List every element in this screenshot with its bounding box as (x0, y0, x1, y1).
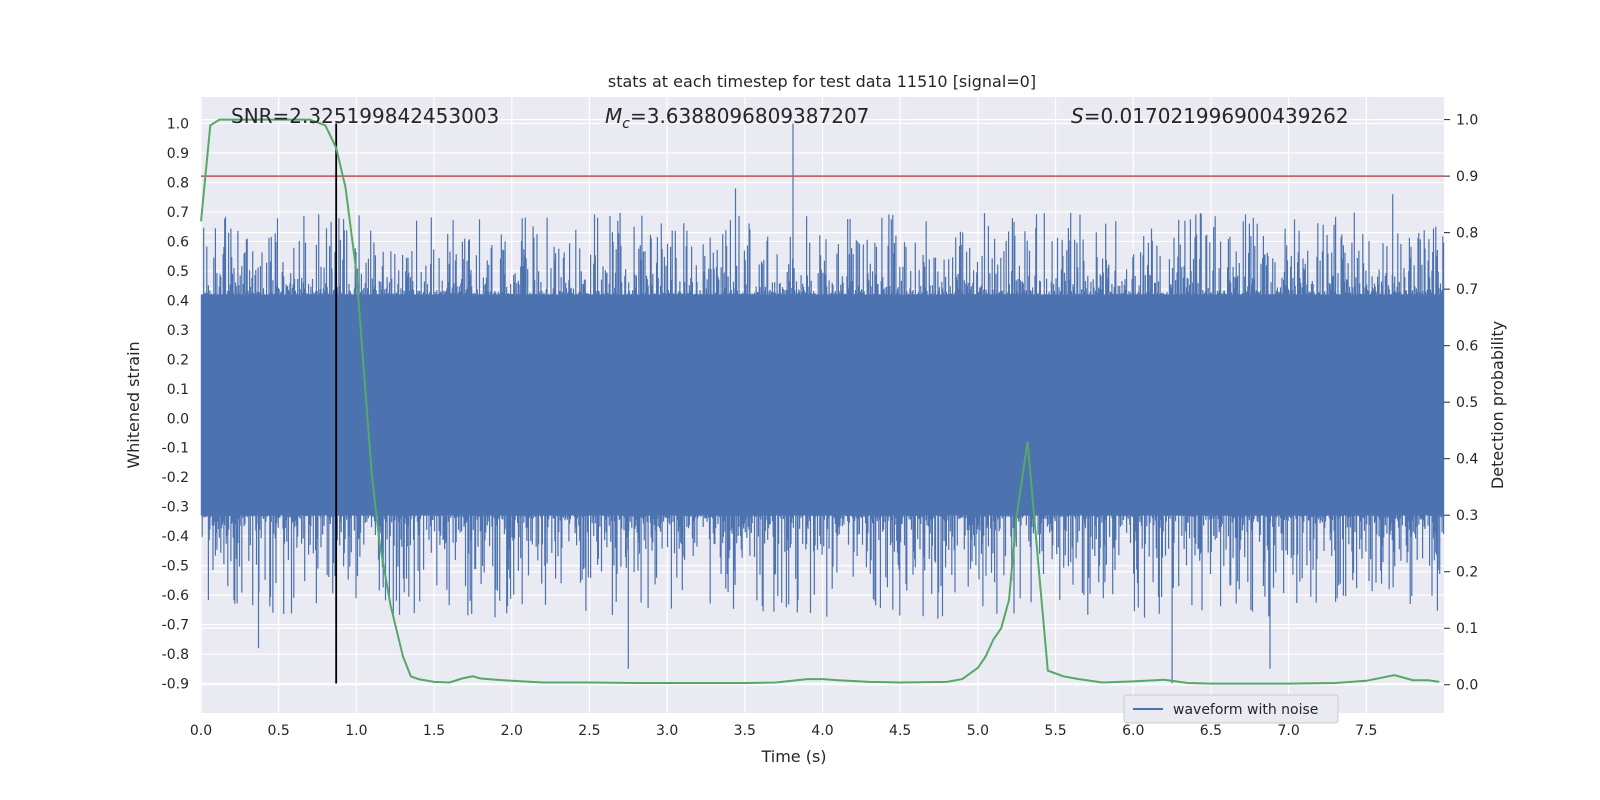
x-tick-label: 6.5 (1200, 723, 1222, 739)
y-left-tick-label: -0.6 (162, 588, 189, 604)
y-left-tick-label: -0.5 (162, 559, 189, 575)
y-left-tick-label: 0.8 (167, 175, 189, 191)
y-left-tick-label: 0.3 (167, 323, 189, 339)
y-left-tick-label: 0.9 (167, 146, 189, 162)
x-tick-label: 7.5 (1355, 723, 1377, 739)
x-tick-label: 2.0 (501, 723, 523, 739)
chirp-mass-subscript: c (622, 116, 630, 132)
legend-box (1123, 694, 1339, 724)
y-left-tick-label: 0.5 (167, 264, 189, 280)
y-left-tick-label: 0.4 (167, 293, 189, 309)
x-tick-label: 4.5 (889, 723, 911, 739)
chart-title: stats at each timestep for test data 115… (608, 72, 1036, 91)
x-tick-label: 0.5 (268, 723, 290, 739)
y-axis-left-label: Whitened strain (124, 341, 143, 468)
x-tick-labels: 0.0 0.5 1.0 1.5 2.0 2.5 3.0 3.5 4.0 4.5 5.0 5.5 6.0 6… (190, 723, 1378, 739)
x-tick-label: 1.5 (423, 723, 445, 739)
x-tick-label: 4.0 (811, 723, 833, 739)
chirp-mass-value: =3.6388096809387207 (630, 104, 869, 128)
y-right-tick-labels: 1.0 0.9 0.8 0.7 0.6 0.5 0.4 0.3 0.2 0.1 0.0 (1444, 113, 1478, 694)
x-axis-label: Time (s) (760, 747, 826, 766)
chirp-mass-annotation: Mc=3.6388096809387207 (605, 104, 869, 132)
y-left-tick-label: 1.0 (167, 117, 189, 133)
x-tick-label: 5.0 (967, 723, 989, 739)
s-symbol: S (1071, 104, 1084, 128)
y-right-tick-label: 0.3 (1456, 508, 1478, 524)
y-right-tick-label: 0.0 (1456, 678, 1478, 694)
y-left-tick-label: 0.0 (167, 411, 189, 427)
y-left-tick-label: -0.7 (162, 618, 189, 634)
x-tick-label: 5.5 (1044, 723, 1066, 739)
waveform-series (200, 123, 1445, 684)
y-left-tick-label: 0.1 (167, 382, 189, 398)
y-left-tick-label: -0.8 (162, 647, 189, 663)
y-axis-right-label: Detection probability (1488, 321, 1507, 489)
legend: waveform with noise (1123, 694, 1339, 724)
y-left-tick-labels: 1.0 0.9 0.8 0.7 0.6 0.5 0.4 0.3 0.2 0.1 0.0 -0.1 -0.… (162, 117, 189, 693)
y-left-tick-label: -0.9 (162, 677, 189, 693)
y-right-tick-label: 0.9 (1456, 169, 1478, 185)
y-left-tick-label: 0.2 (167, 352, 189, 368)
y-right-tick-label: 0.2 (1456, 565, 1478, 581)
y-right-tick-label: 0.8 (1456, 226, 1478, 242)
y-right-tick-label: 0.6 (1456, 339, 1478, 355)
x-tick-label: 1.0 (345, 723, 367, 739)
x-tick-label: 7.0 (1277, 723, 1299, 739)
s-value: =0.017021996900439262 (1084, 104, 1349, 128)
overlays (200, 118, 1444, 685)
x-tick-label: 3.0 (656, 723, 678, 739)
s-annotation: S=0.017021996900439262 (1071, 104, 1349, 128)
y-left-tick-label: -0.1 (162, 441, 189, 457)
y-right-tick-label: 0.1 (1456, 621, 1478, 637)
y-right-tick-label: 0.5 (1456, 395, 1478, 411)
y-left-tick-label: 0.6 (167, 234, 189, 250)
y-left-tick-label: 0.7 (167, 205, 189, 221)
waveform-spikes (200, 123, 1445, 684)
y-left-tick-label: -0.3 (162, 500, 189, 516)
x-tick-label: 3.5 (734, 723, 756, 739)
x-tick-label: 0.0 (190, 723, 212, 739)
y-right-tick-label: 0.4 (1456, 452, 1478, 468)
legend-label-waveform: waveform with noise (1173, 702, 1318, 718)
y-right-tick-label: 0.7 (1456, 282, 1478, 298)
y-right-tick-label: 1.0 (1456, 113, 1478, 129)
chirp-mass-symbol: M (605, 104, 622, 128)
detection-probability-line (200, 118, 1440, 685)
x-tick-label: 6.0 (1122, 723, 1144, 739)
y-left-tick-label: -0.2 (162, 470, 189, 486)
snr-annotation: SNR=2.325199842453003 (231, 104, 499, 128)
x-tick-label: 2.5 (578, 723, 600, 739)
y-left-tick-label: -0.4 (162, 529, 189, 545)
